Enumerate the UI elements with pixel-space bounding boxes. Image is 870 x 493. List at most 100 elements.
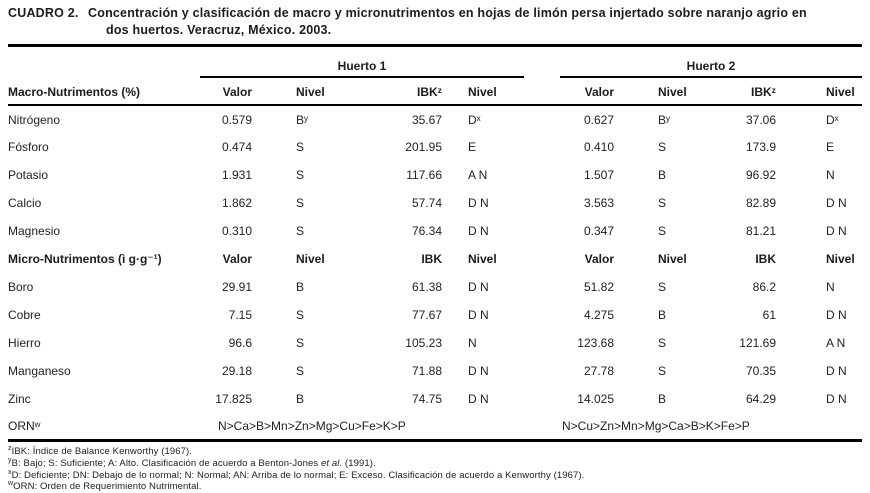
group-header-huerto1: Huerto 1 xyxy=(200,47,530,78)
caption-line2: dos huertos. Veracruz, México. 2003. xyxy=(106,23,332,37)
cell: 173.9 xyxy=(745,140,776,154)
cell: 29.18 xyxy=(221,364,252,378)
cell: Dˣ xyxy=(826,112,839,127)
footnote-marker: x xyxy=(8,468,12,476)
cell: S xyxy=(296,168,305,182)
cell: 51.82 xyxy=(583,280,614,294)
col-header-nivel: Nivel xyxy=(468,252,497,266)
cell: D N xyxy=(826,308,847,322)
cell: 81.21 xyxy=(745,224,776,238)
caption-line1: Concentración y clasificación de macro y… xyxy=(88,6,807,20)
col-header-ibk: IBK xyxy=(421,252,442,266)
cell: S xyxy=(296,336,305,350)
col-header-nivel: Nivel xyxy=(776,78,862,106)
cell: S xyxy=(296,224,305,238)
col-header-nivel: Nivel xyxy=(826,252,855,266)
table-row-magnesio: Magnesio 0.310 S 76.34 D N 0.347 S 81.21… xyxy=(8,217,862,245)
cell: 1.507 xyxy=(583,168,614,182)
orn-label: ORNʷ xyxy=(8,419,41,433)
footnote-marker: y xyxy=(8,456,12,464)
col-header-nivel: Nivel xyxy=(296,252,325,266)
cell: 0.310 xyxy=(221,224,252,238)
col-header-ibk: IBKᶻ xyxy=(380,78,442,106)
nutrient-name: Nitrógeno xyxy=(8,112,61,127)
orn-sequence-huerto2: N>Cu>Zn>Mn>Mg>Ca>B>K>Fe>P xyxy=(562,419,750,433)
table-row-potasio: Potasio 1.931 S 117.66 A N 1.507 B 96.92… xyxy=(8,161,862,189)
footnote-niveles-benton: yB: Bajo; S: Suficiente; A: Alto. Clasif… xyxy=(8,456,376,469)
cell: 61.38 xyxy=(411,280,442,294)
top-rule xyxy=(8,44,862,47)
cell: 17.825 xyxy=(215,392,252,406)
col-header-ibk: IBK xyxy=(755,252,776,266)
cell: D N xyxy=(468,308,489,322)
caption-label: CUADRO 2. xyxy=(8,6,79,20)
group-header-huerto2: Huerto 2 xyxy=(530,47,862,78)
cell: 76.34 xyxy=(411,224,442,238)
table-row-zinc: Zinc 17.825 B 74.75 D N 14.025 B 64.29 D… xyxy=(8,385,862,413)
cell: D N xyxy=(826,364,847,378)
table-row-boro: Boro 29.91 B 61.38 D N 51.82 S 86.2 N xyxy=(8,273,862,301)
cell: Bʸ xyxy=(296,112,308,127)
cell: S xyxy=(658,280,667,294)
cell: D N xyxy=(468,280,489,294)
cell: 117.66 xyxy=(406,168,442,182)
cell: 0.347 xyxy=(583,224,614,238)
cell: 74.75 xyxy=(411,392,442,406)
table-row-nitrogeno: Nitrógeno 0.579 Bʸ 35.67 Dˣ 0.627 Bʸ 37.… xyxy=(8,105,862,133)
cell: B xyxy=(658,168,667,182)
nutrient-name: Hierro xyxy=(8,336,41,350)
cell: Dˣ xyxy=(468,112,481,127)
cell: 57.74 xyxy=(411,196,442,210)
orn-sequence-huerto1: N>Ca>B>Mn>Zn>Mg>Cu>Fe>K>P xyxy=(218,419,406,433)
cell: 29.91 xyxy=(221,280,252,294)
cell: B xyxy=(658,392,667,406)
nutrient-name: Fósforo xyxy=(8,140,49,154)
table-row-calcio: Calcio 1.862 S 57.74 D N 3.563 S 82.89 D… xyxy=(8,189,862,217)
col-header-valor: Valor xyxy=(222,252,252,266)
cell: 27.78 xyxy=(583,364,614,378)
cell: 1.931 xyxy=(221,168,252,182)
micro-column-header-row: Micro-Nutrimentos (ì g·g⁻¹) Valor Nivel … xyxy=(8,245,862,273)
cell: S xyxy=(658,364,667,378)
cell: S xyxy=(296,196,305,210)
caption-text: Concentración y clasificación de macro y… xyxy=(88,5,862,39)
cell: 86.2 xyxy=(752,280,776,294)
cell: 82.89 xyxy=(745,196,776,210)
nutrient-name: Magnesio xyxy=(8,224,61,238)
cell: D N xyxy=(826,392,847,406)
cell: S xyxy=(296,140,305,154)
cell: 14.025 xyxy=(577,392,614,406)
col-header-valor: Valor xyxy=(530,78,614,106)
cell: 123.68 xyxy=(577,336,614,350)
table-caption: CUADRO 2. Concentración y clasificación … xyxy=(8,5,862,39)
cell: 7.15 xyxy=(228,308,252,322)
bottom-rule xyxy=(8,439,862,442)
group-label-huerto2: Huerto 2 xyxy=(560,59,862,78)
cell: 96.6 xyxy=(228,336,252,350)
cell: A N xyxy=(468,168,488,182)
cell: 1.862 xyxy=(221,196,252,210)
cell: B xyxy=(296,392,305,406)
cell: S xyxy=(658,336,667,350)
cell: D N xyxy=(826,196,847,210)
table-row-hierro: Hierro 96.6 S 105.23 N 123.68 S 121.69 A… xyxy=(8,329,862,357)
macro-column-header-row: Macro-Nutrimentos (%) Valor Nivel IBKᶻ N… xyxy=(8,78,862,106)
cell: 4.275 xyxy=(583,308,614,322)
empty-corner-cell xyxy=(8,47,200,78)
footnote-niveles-kenworthy: xD: Deficiente; DN: Debajo de lo normal;… xyxy=(8,468,585,481)
nutrient-table: Huerto 1 Huerto 2 Macro-Nutrimentos (%) … xyxy=(8,47,862,439)
cell: S xyxy=(658,196,667,210)
cell: 64.29 xyxy=(745,392,776,406)
nutrient-name: Cobre xyxy=(8,308,41,322)
table-row-cobre: Cobre 7.15 S 77.67 D N 4.275 B 61 D N xyxy=(8,301,862,329)
cell: 201.95 xyxy=(405,140,442,154)
cell: 0.579 xyxy=(221,112,252,127)
cell: 77.67 xyxy=(411,308,442,322)
table-row-fosforo: Fósforo 0.474 S 201.95 E 0.410 S 173.9 E xyxy=(8,133,862,161)
cell: Bʸ xyxy=(658,112,670,127)
table-row-manganeso: Manganeso 29.18 S 71.88 D N 27.78 S 70.3… xyxy=(8,357,862,385)
cell: 35.67 xyxy=(411,112,442,127)
cell: 70.35 xyxy=(745,364,776,378)
cell: 61 xyxy=(762,308,776,322)
